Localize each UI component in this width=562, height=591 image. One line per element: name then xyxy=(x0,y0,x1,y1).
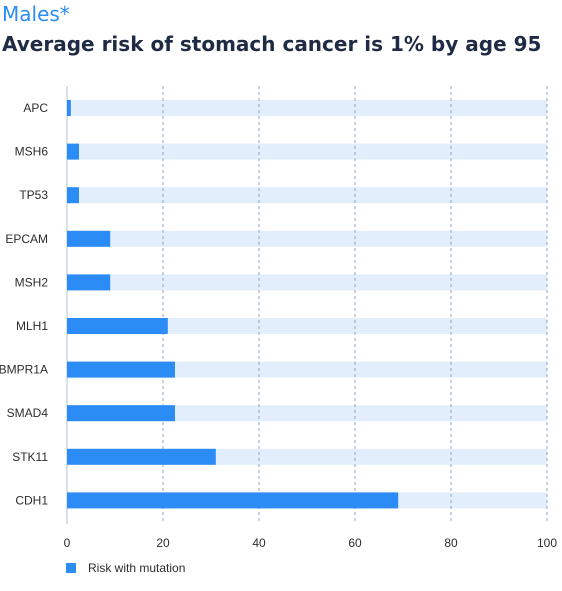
bar xyxy=(67,448,216,465)
category-label: MSH6 xyxy=(15,145,49,159)
bar-track xyxy=(67,100,547,116)
x-tick-label: 20 xyxy=(156,536,170,550)
bar xyxy=(67,100,71,116)
bar xyxy=(67,361,175,378)
chart-title: Males* xyxy=(2,2,70,26)
bar xyxy=(67,318,168,334)
chart-subtitle: Average risk of stomach cancer is 1% by … xyxy=(2,32,542,56)
category-label: SMAD4 xyxy=(7,406,49,420)
category-label: EPCAM xyxy=(5,232,48,246)
bar xyxy=(67,187,79,204)
bar xyxy=(67,492,399,509)
x-tick-label: 0 xyxy=(64,536,71,550)
bar xyxy=(67,230,111,247)
bar-track xyxy=(67,361,547,378)
bar xyxy=(67,274,111,291)
bar xyxy=(67,405,175,422)
legend-label: Risk with mutation xyxy=(88,561,186,575)
x-tick-label: 80 xyxy=(444,536,458,550)
bar-track xyxy=(67,230,547,247)
category-label: BMPR1A xyxy=(0,363,48,377)
bar xyxy=(67,143,79,160)
bar-track xyxy=(67,274,547,291)
bar-track xyxy=(67,187,547,204)
category-label: APC xyxy=(23,101,48,115)
category-label: CDH1 xyxy=(15,493,48,507)
bar-track xyxy=(67,318,547,334)
category-label: TP53 xyxy=(19,188,48,202)
category-label: STK11 xyxy=(12,450,48,464)
x-tick-label: 40 xyxy=(252,536,266,550)
legend: Risk with mutation xyxy=(66,561,185,575)
category-label: MLH1 xyxy=(16,319,48,333)
legend-swatch xyxy=(66,563,76,573)
x-tick-label: 100 xyxy=(537,536,557,550)
x-tick-label: 60 xyxy=(348,536,362,550)
category-label: MSH2 xyxy=(15,275,49,289)
bar-track xyxy=(67,143,547,160)
bar-track xyxy=(67,405,547,422)
